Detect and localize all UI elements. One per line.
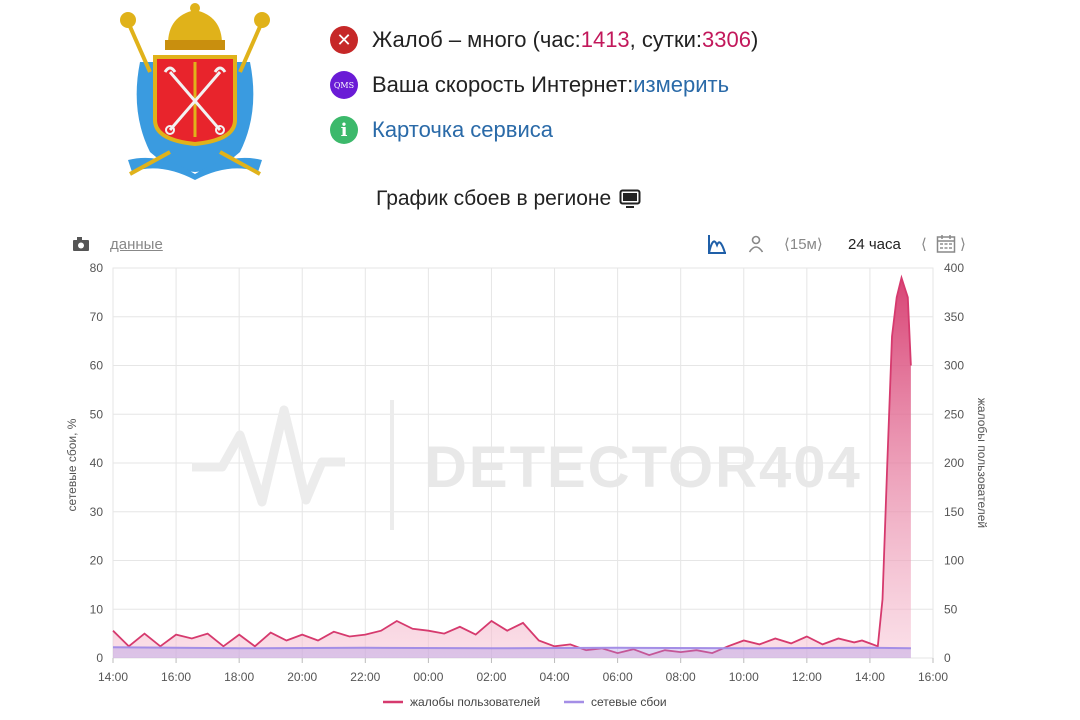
x-tick-label: 12:00 (792, 670, 822, 684)
x-tick-label: 14:00 (855, 670, 885, 684)
y-tick-left: 40 (90, 456, 104, 470)
x-tick-label: 04:00 (540, 670, 570, 684)
range-15m-button[interactable]: ⟨15м⟩ (784, 236, 823, 253)
y-tick-left: 80 (90, 261, 104, 275)
range-24h-button[interactable]: 24 часа (848, 235, 901, 253)
x-tick-label: 14:00 (98, 670, 128, 684)
complaints-mid: , сутки: (629, 27, 702, 52)
complaints-status: ✕ Жалоб – много (час: 1413, сутки: 3306) (330, 26, 758, 54)
coat-of-arms-logo (120, 3, 270, 180)
y-tick-right: 350 (944, 310, 964, 324)
x-tick-label: 10:00 (729, 670, 759, 684)
calendar-icon[interactable] (936, 232, 956, 256)
x-tick-label: 20:00 (287, 670, 317, 684)
y-tick-left: 60 (90, 359, 104, 373)
y-axis-left-label: сетевые сбои, % (65, 418, 79, 511)
x-tick-label: 22:00 (350, 670, 380, 684)
tv-icon[interactable] (619, 189, 641, 209)
legend-label: жалобы пользователей (410, 695, 540, 709)
y-tick-right: 150 (944, 505, 964, 519)
complaints-suffix: ) (750, 27, 759, 52)
y-tick-right: 200 (944, 456, 964, 470)
legend-label: сетевые сбои (591, 695, 667, 709)
x-tick-label: 00:00 (413, 670, 443, 684)
next-period-button[interactable]: ⟩ (960, 236, 966, 253)
complaints-hour-count: 1413 (580, 27, 630, 52)
complaints-day-count: 3306 (702, 27, 751, 52)
complaints-area (113, 277, 911, 658)
user-icon[interactable] (748, 232, 764, 256)
speed-label: Ваша скорость Интернет: (372, 72, 634, 97)
y-tick-left: 30 (90, 505, 104, 519)
watermark: DETECTOR404 (192, 400, 862, 530)
outages-line (112, 646, 911, 650)
complaints-line (112, 274, 912, 657)
y-axis-right-label: жалобы пользователей (975, 398, 989, 528)
y-tick-right: 300 (944, 359, 964, 373)
x-tick-label: 18:00 (224, 670, 254, 684)
x-tick-label: 06:00 (603, 670, 633, 684)
y-tick-right: 250 (944, 407, 964, 421)
service-card-link[interactable]: Карточка сервиса (372, 117, 553, 142)
y-tick-left: 50 (90, 407, 104, 421)
x-tick-label: 16:00 (918, 670, 948, 684)
camera-icon[interactable] (72, 232, 90, 256)
complaints-prefix: Жалоб – много (час: (372, 27, 581, 52)
y-tick-left: 10 (90, 602, 104, 616)
outages-area (113, 647, 911, 658)
x-tick-label: 02:00 (476, 670, 506, 684)
chart-toolbar: данные ⟨15м⟩ 24 часа ⟨ ⟩ (70, 232, 970, 256)
speed-status: QMS Ваша скорость Интернет: измерить (330, 71, 729, 99)
data-link[interactable]: данные (110, 235, 163, 253)
y-tick-right: 0 (944, 651, 951, 665)
service-card-row: i Карточка сервиса (330, 116, 553, 144)
y-tick-right: 100 (944, 554, 964, 568)
y-tick-right: 50 (944, 602, 958, 616)
y-tick-left: 0 (96, 651, 103, 665)
chart-title-text: График сбоев в регионе (376, 187, 612, 210)
watermark-text: DETECTOR404 (425, 435, 862, 500)
info-icon: i (330, 116, 358, 144)
y-tick-right: 400 (944, 261, 964, 275)
measure-speed-link[interactable]: измерить (633, 72, 730, 97)
x-tick-label: 16:00 (161, 670, 191, 684)
y-tick-left: 20 (90, 554, 104, 568)
x-tick-label: 08:00 (666, 670, 696, 684)
chart-mode-icon[interactable] (706, 232, 728, 256)
error-icon: ✕ (330, 26, 358, 54)
prev-period-button[interactable]: ⟨ (921, 236, 927, 253)
qms-icon: QMS (330, 71, 358, 99)
chart-title: График сбоев в регионе (376, 187, 641, 211)
plot-frame (112, 267, 934, 659)
y-tick-left: 70 (90, 310, 104, 324)
